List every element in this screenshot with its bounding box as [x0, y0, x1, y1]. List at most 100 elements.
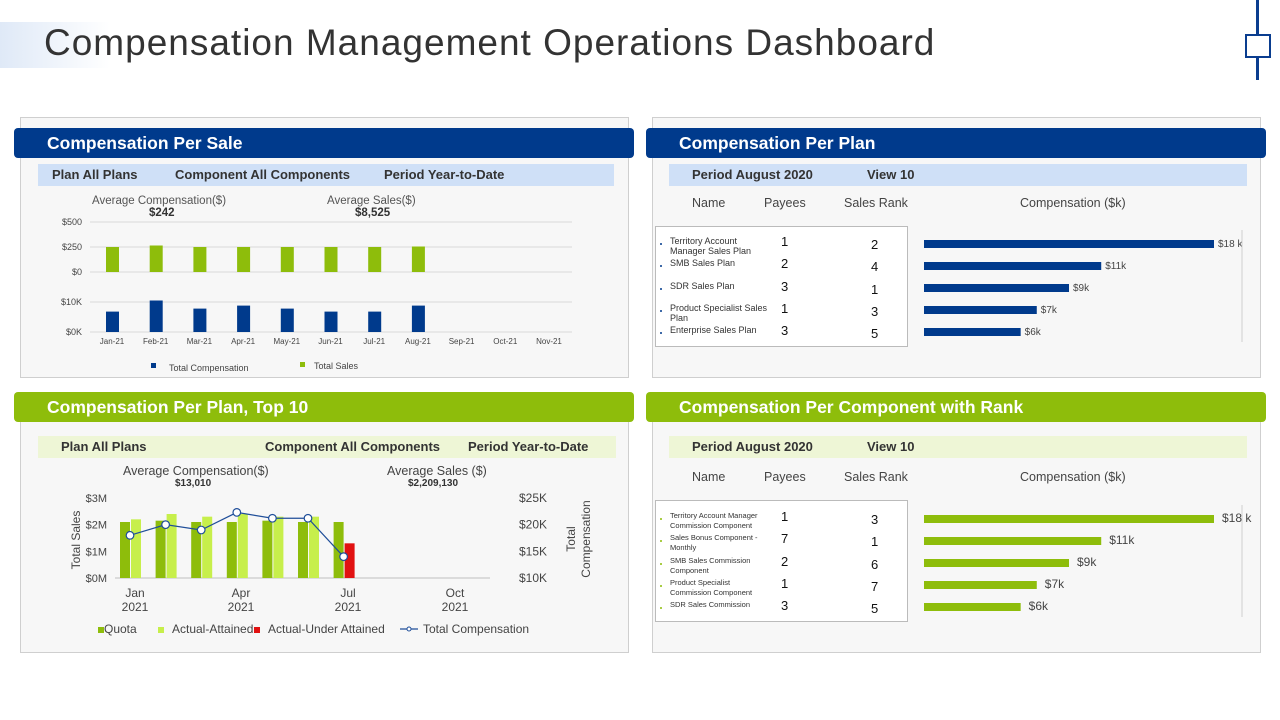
legend-total-compensation: Total Compensation: [169, 363, 249, 373]
row-marker: [660, 332, 662, 335]
row-payees: 1: [781, 509, 789, 524]
x-tick-label: Oct: [446, 586, 465, 600]
panel2-filter-bar: Period August 2020 View 10: [669, 164, 1247, 186]
bar-actual-attained: [273, 516, 284, 578]
bar-value-label: $11k: [1109, 533, 1135, 547]
bar-value-label: $7k: [1041, 305, 1058, 316]
avg-comp-value: $242: [149, 207, 175, 219]
bar-quota: [120, 522, 130, 578]
bar-total-compensation: [193, 308, 207, 332]
avg-comp-label: Average Compensation($): [123, 464, 269, 478]
bar-value-label: $9k: [1073, 283, 1090, 294]
bar-total-sales: [324, 247, 338, 272]
legend-swatch-under: [254, 627, 260, 633]
bar-quota: [191, 522, 202, 578]
bar-quota: [333, 522, 344, 578]
row-name[interactable]: Territory Account Manager Commission Com…: [670, 511, 758, 530]
filter-period[interactable]: Period August 2020: [692, 439, 813, 454]
y2-tick-label: $25K: [519, 491, 547, 505]
x-tick-label: Jul-21: [363, 337, 385, 346]
bar-total-sales: [193, 247, 207, 272]
bar-compensation: [924, 581, 1037, 589]
bar-value-label: $6k: [1025, 327, 1042, 338]
row-name[interactable]: SDR Sales Commission: [670, 600, 751, 610]
x-tick-label: Feb-21: [143, 337, 169, 346]
panel3-filter-bar: Plan All Plans Component All Components …: [38, 436, 616, 458]
x-tick-label: May-21: [273, 337, 300, 346]
legend-swatch-sales: [300, 362, 305, 367]
filter-component[interactable]: Component All Components: [175, 167, 351, 182]
panel4-header: Compensation Per Component with Rank: [646, 392, 1266, 422]
bar-actual-attained: [237, 514, 248, 578]
filter-period[interactable]: Period Year-to-Date: [468, 439, 589, 454]
bar-total-compensation: [411, 305, 425, 332]
row-marker: [660, 607, 662, 610]
col-name: Name: [692, 470, 726, 484]
compensation-per-component-chart: $18 k $11k $9k $7k $6k: [924, 505, 1252, 617]
bar-total-sales: [411, 246, 425, 272]
bar-compensation: [924, 328, 1021, 336]
avg-sales-value: $8,525: [355, 207, 391, 219]
row-name[interactable]: Territory Account Manager Sales Plan: [670, 236, 752, 256]
legend-total-sales: Total Sales: [314, 361, 359, 371]
compensation-per-sale-chart: $500 $250 $0 $10K $0K Jan-21 Feb-21 Mar-21 Apr-2…: [61, 217, 572, 346]
row-name[interactable]: SMB Sales Commission Component: [670, 555, 751, 575]
row-payees: 2: [781, 256, 789, 272]
row-marker: [660, 540, 662, 543]
bar-total-compensation: [324, 311, 338, 332]
filter-view[interactable]: View 10: [867, 439, 915, 454]
y2-tick-label: $20K: [519, 518, 547, 532]
bar-compensation: [924, 262, 1102, 270]
row-marker: [660, 287, 662, 290]
row-name[interactable]: Product Specialist Sales Plan: [670, 302, 768, 323]
row-payees: 2: [781, 553, 789, 569]
row-name[interactable]: Sales Bonus Component - Monthly: [670, 533, 758, 553]
col-payees: Payees: [764, 196, 806, 210]
y-tick-label: $0M: [86, 573, 107, 585]
row-payees: 3: [781, 278, 789, 294]
row-name[interactable]: SDR Sales Plan: [670, 280, 735, 291]
x-tick-label: Mar-21: [187, 337, 213, 346]
page-title: Compensation Management Operations Dashb…: [44, 22, 936, 63]
bar-actual-attained: [131, 519, 141, 578]
bar-quota: [155, 520, 166, 578]
x-tick-label: Jan: [125, 586, 144, 600]
legend-actual-attained: Actual-Attained: [172, 622, 253, 636]
panel1-filter-bar: Plan All Plans Component All Components …: [38, 164, 614, 186]
y-axis-label: Total Sales: [69, 511, 83, 570]
bar-actual-attained: [166, 514, 177, 578]
row-sales-rank: 6: [871, 556, 879, 572]
row-payees: 7: [781, 531, 789, 547]
x-tick-label: Oct-21: [493, 337, 518, 346]
filter-plan[interactable]: Plan All Plans: [61, 439, 147, 454]
row-name[interactable]: Product Specialist Commission Component: [670, 577, 753, 597]
filter-period[interactable]: Period August 2020: [692, 167, 813, 182]
point-total-compensation: [339, 552, 349, 562]
col-payees: Payees: [764, 470, 806, 484]
row-name[interactable]: Enterprise Sales Plan: [670, 325, 757, 336]
x-tick-label: Nov-21: [536, 337, 562, 346]
row-sales-rank: 3: [871, 303, 879, 319]
bar-value-label: $9k: [1077, 555, 1097, 569]
y2-axis-label: Total: [564, 526, 578, 551]
row-payees: 1: [781, 300, 789, 316]
row-payees: 1: [781, 234, 789, 249]
y-tick-label: $0: [72, 267, 82, 277]
bar-actual-attained: [202, 516, 213, 578]
y-tick-label: $1M: [86, 546, 107, 558]
filter-period[interactable]: Period Year-to-Date: [384, 167, 505, 182]
point-total-compensation: [196, 525, 206, 535]
y-tick-label: $250: [62, 242, 82, 252]
bar-total-sales: [237, 247, 251, 272]
legend-swatch-attained: [158, 627, 164, 633]
filter-plan[interactable]: Plan All Plans: [52, 167, 138, 182]
point-total-compensation: [267, 513, 277, 523]
filter-view[interactable]: View 10: [867, 167, 915, 182]
panel1-header: Compensation Per Sale: [14, 128, 634, 158]
row-name[interactable]: SMB Sales Plan: [670, 258, 736, 269]
component-table: [655, 500, 908, 622]
bar-value-label: $11k: [1105, 261, 1127, 272]
filter-component[interactable]: Component All Components: [265, 439, 441, 454]
x-tick-label: 2021: [228, 600, 255, 614]
